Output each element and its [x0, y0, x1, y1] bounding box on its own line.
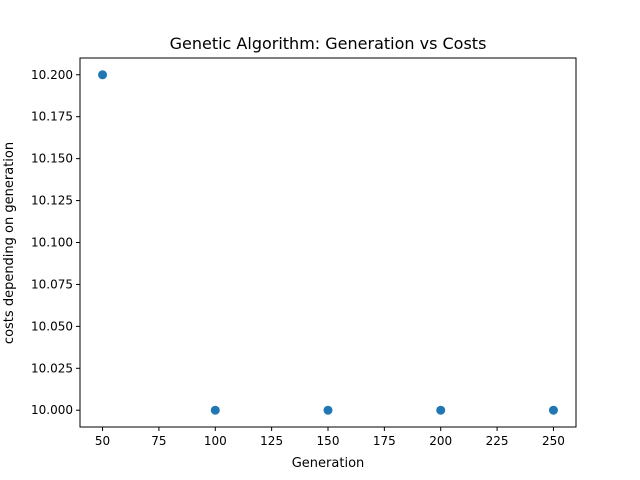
x-tick-label: 200 [429, 434, 452, 448]
data-point [210, 405, 220, 415]
x-tick-label: 175 [373, 434, 396, 448]
y-axis: 10.000 10.025 10.050 10.075 10.100 10.125 10.1… [31, 68, 80, 417]
y-tick-label: 10.150 [31, 152, 73, 166]
data-point [548, 405, 558, 415]
y-tick-label: 10.175 [31, 110, 73, 124]
x-tick-label: 150 [317, 434, 340, 448]
x-axis: 50 75 100 125 150 175 200 225 250 [95, 427, 565, 448]
data-point [436, 405, 446, 415]
y-tick-label: 10.025 [31, 361, 73, 375]
chart-title: Genetic Algorithm: Generation vs Costs [170, 34, 487, 53]
y-tick-label: 10.100 [31, 236, 73, 250]
data-points [98, 70, 558, 415]
y-tick-label: 10.050 [31, 319, 73, 333]
x-tick-label: 225 [486, 434, 509, 448]
x-tick-label: 100 [204, 434, 227, 448]
data-point [323, 405, 333, 415]
x-tick-label: 250 [542, 434, 565, 448]
x-axis-label: Generation [292, 456, 365, 471]
x-tick-label: 50 [95, 434, 110, 448]
y-tick-label: 10.000 [31, 403, 73, 417]
y-tick-label: 10.075 [31, 277, 73, 291]
y-axis-label: costs depending on generation [2, 142, 17, 344]
x-tick-label: 75 [151, 434, 166, 448]
x-tick-label: 125 [260, 434, 283, 448]
y-tick-label: 10.200 [31, 68, 73, 82]
y-tick-label: 10.125 [31, 194, 73, 208]
plot-area [79, 57, 577, 428]
data-point [98, 70, 108, 80]
